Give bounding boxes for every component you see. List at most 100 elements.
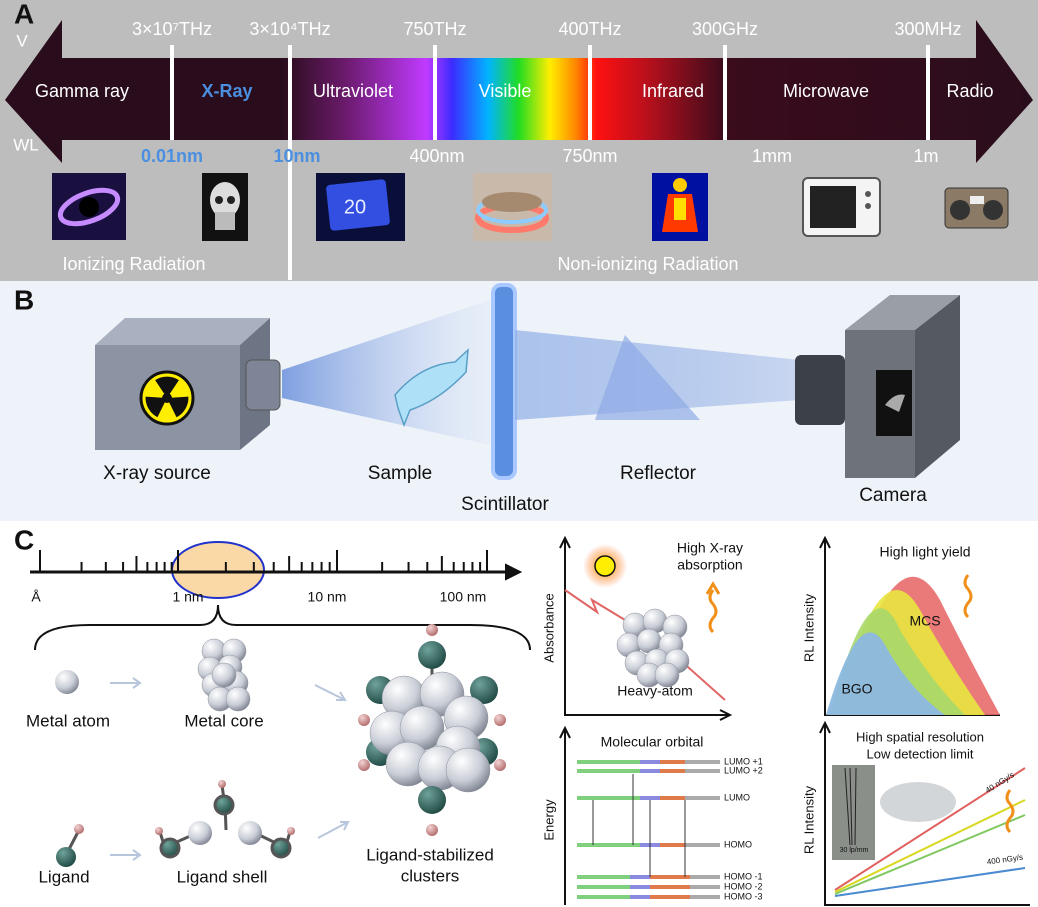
visible-image — [473, 173, 552, 241]
scale-label: 1 nm — [172, 589, 203, 605]
curve — [826, 632, 945, 715]
wavelength-label: 10nm — [273, 146, 320, 166]
frequency-label: 300GHz — [692, 19, 758, 39]
component-label: Reflector — [620, 463, 697, 484]
band-label: X-Ray — [201, 81, 252, 101]
ligand-atom — [418, 641, 446, 669]
panel-label: A — [14, 0, 34, 29]
panel-label: C — [14, 524, 34, 555]
ligand-shell — [155, 780, 295, 859]
microwave-image — [802, 177, 881, 237]
xray-source — [95, 318, 281, 450]
region-label: Ionizing Radiation — [62, 254, 205, 274]
radiation-icon — [594, 555, 616, 577]
component-label: Scintillator — [461, 494, 549, 515]
wavelength-label: 1m — [913, 146, 938, 166]
curve-label: MCS — [909, 613, 940, 629]
reflector — [595, 335, 700, 420]
metal-atom — [55, 670, 79, 694]
ligand — [56, 824, 84, 867]
inset-image — [832, 765, 875, 860]
plot-axes — [559, 725, 571, 905]
curve-label: BGO — [841, 681, 872, 697]
emission — [963, 574, 973, 619]
wavelength-label: 400nm — [409, 146, 464, 166]
band-label: Radio — [946, 81, 993, 101]
camera — [795, 295, 960, 478]
component-label: X-ray source — [103, 463, 211, 484]
fish-skeleton — [880, 782, 956, 822]
sphere — [211, 662, 237, 688]
xray-image — [202, 173, 248, 241]
xray-beam — [282, 300, 490, 445]
plot-title: High spatial resolution — [856, 729, 984, 744]
item-label: Ligand shell — [177, 867, 268, 886]
axis-label: Energy — [541, 799, 556, 841]
frequency-label: 750THz — [403, 19, 466, 39]
item-label: clusters — [401, 866, 460, 885]
orbital-label: HOMO -3 — [724, 891, 763, 901]
heavy-atom-cluster — [616, 608, 690, 688]
frequency-label: 3×10⁷THz — [132, 19, 212, 39]
panel-label: B — [14, 284, 34, 315]
scale-label: 10 nm — [308, 589, 347, 605]
item-label: Metal atom — [26, 711, 110, 730]
radio-image — [944, 187, 1009, 229]
uv-card-text: 20 — [344, 196, 366, 218]
spectrum-arrow — [5, 20, 1033, 163]
item-label: Metal core — [184, 711, 263, 730]
infrared-image — [652, 173, 708, 241]
orbital-label: LUMO +1 — [724, 756, 763, 766]
region-label: Non-ionizing Radiation — [557, 254, 738, 274]
sphere — [654, 662, 680, 688]
ligand-atom — [494, 759, 506, 771]
orbital-label: LUMO — [724, 792, 750, 802]
wavelength-label: 750nm — [562, 146, 617, 166]
component-label: Camera — [859, 485, 927, 506]
arrows — [110, 677, 350, 861]
brace — [34, 604, 531, 651]
plot-axes — [559, 535, 733, 721]
axis-label: Absorbance — [541, 593, 556, 662]
emission — [1005, 789, 1015, 834]
band-label: Ultraviolet — [313, 81, 393, 101]
orbital-label: HOMO -1 — [724, 871, 763, 881]
uv-image: 20 — [316, 173, 405, 241]
ligand-atom — [418, 786, 446, 814]
dose-lines — [834, 767, 1026, 897]
sphere — [445, 747, 491, 793]
annotation: Heavy-atom — [617, 683, 692, 699]
ligand-atom — [494, 714, 506, 726]
scale-label: Å — [31, 589, 41, 605]
plot-title: High light yield — [879, 544, 970, 560]
emission — [708, 589, 718, 634]
wavelength-label: 1mm — [752, 146, 792, 166]
axis-label: WL — [13, 135, 39, 154]
band-dividers — [170, 45, 930, 280]
emission — [705, 581, 721, 595]
ligand-atom — [358, 759, 370, 771]
axis-label: V — [16, 31, 28, 50]
frequency-label: 300MHz — [894, 19, 961, 39]
sphere — [225, 686, 251, 712]
band-label: Gamma ray — [35, 81, 129, 101]
scintillator — [491, 283, 517, 480]
fish — [394, 348, 469, 428]
ligand-atom — [470, 676, 498, 704]
ligand-atom — [426, 824, 438, 836]
orbital-label: LUMO +2 — [724, 765, 763, 775]
wavelength-label: 0.01nm — [141, 146, 203, 166]
ligand-atom — [358, 714, 370, 726]
gamma-image — [52, 173, 126, 240]
inset-lines — [844, 767, 857, 846]
item-label: Ligand — [38, 867, 89, 886]
plot-axes — [819, 720, 1030, 906]
band-label: Visible — [479, 81, 532, 101]
plot-title: Low detection limit — [867, 746, 974, 761]
cluster — [358, 624, 506, 836]
inset-label: 30 lp/mm — [840, 847, 869, 854]
ligand-atom — [426, 624, 438, 636]
band-label: Infrared — [642, 81, 704, 101]
